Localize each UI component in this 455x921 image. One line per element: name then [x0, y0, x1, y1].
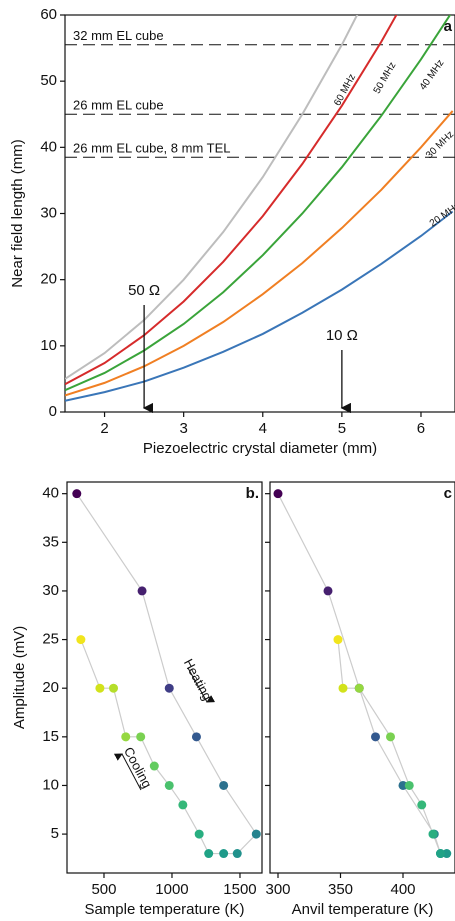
- connector: [277, 493, 447, 855]
- curve-label: 20 MHz: [428, 201, 455, 230]
- point: [72, 489, 82, 499]
- point: [338, 683, 348, 693]
- y-tick-label: 20: [42, 679, 59, 696]
- point: [76, 635, 86, 645]
- curve: [65, 15, 452, 392]
- curve-label: 40 MHz: [418, 58, 447, 93]
- point: [191, 732, 201, 742]
- point: [354, 683, 364, 693]
- point: [436, 849, 445, 859]
- curve: [65, 15, 398, 386]
- arrow-label: 10 Ω: [326, 327, 358, 344]
- panel-label: a: [444, 18, 453, 35]
- panel-label: b.: [246, 485, 259, 502]
- reference-label: 26 mm EL cube: [73, 98, 164, 113]
- curve-label: 60 MHz: [332, 72, 358, 108]
- point: [194, 829, 204, 839]
- x-tick-label: 4: [259, 420, 267, 437]
- point: [371, 732, 380, 742]
- annotation: Heating: [181, 656, 215, 703]
- point: [164, 780, 174, 790]
- point: [323, 586, 333, 596]
- point: [273, 489, 283, 499]
- annotation-arrow: [113, 753, 142, 791]
- arrow-label: 50 Ω: [128, 282, 160, 299]
- y-tick-label: 25: [42, 631, 59, 648]
- x-tick-label: 5: [338, 420, 346, 437]
- plot-frame: [66, 481, 263, 874]
- connector: [76, 493, 258, 855]
- point: [95, 683, 105, 693]
- point: [219, 849, 229, 859]
- y-tick-label: 5: [51, 825, 59, 842]
- x-tick-label: 300: [265, 881, 290, 898]
- curve: [65, 210, 454, 402]
- plot-frame: [64, 14, 455, 413]
- x-axis-label: Sample temperature (K): [84, 901, 244, 918]
- y-tick-label: 10: [42, 776, 59, 793]
- x-axis-label: Piezoelectric crystal diameter (mm): [143, 440, 377, 457]
- panel-label: c: [444, 485, 452, 502]
- point: [109, 683, 119, 693]
- y-tick-label: 40: [42, 485, 59, 502]
- curve: [65, 110, 454, 397]
- plot-frame: [269, 481, 455, 874]
- y-tick-label: 10: [40, 337, 57, 354]
- x-tick-label: 400: [390, 881, 415, 898]
- y-tick-label: 30: [40, 204, 57, 221]
- points: [72, 489, 261, 859]
- y-tick-label: 50: [40, 72, 57, 89]
- y-tick-label: 35: [42, 533, 59, 550]
- point: [333, 635, 343, 645]
- annotation-arrow: [187, 667, 216, 703]
- reference-label: 26 mm EL cube, 8 mm TEL: [73, 141, 231, 156]
- point: [251, 829, 261, 839]
- x-tick-label: 1500: [223, 881, 256, 898]
- x-tick-label: 2: [100, 420, 108, 437]
- y-tick-label: 20: [40, 271, 57, 288]
- y-axis-label: Amplitude (mV): [11, 626, 28, 729]
- x-tick-label: 500: [91, 881, 116, 898]
- y-tick-label: 60: [40, 6, 57, 23]
- x-tick-label: 6: [417, 420, 425, 437]
- point: [121, 732, 131, 742]
- points: [273, 489, 452, 859]
- point: [386, 732, 395, 742]
- point: [149, 761, 159, 771]
- point: [417, 800, 427, 810]
- curves: [65, 15, 455, 402]
- point: [404, 780, 414, 790]
- point: [442, 849, 452, 859]
- y-axis-label: Near field length (mm): [9, 139, 26, 287]
- curve: [65, 15, 359, 380]
- point: [204, 849, 214, 859]
- point: [232, 849, 242, 859]
- x-tick-label: 3: [179, 420, 187, 437]
- y-tick-label: 15: [42, 728, 59, 745]
- x-tick-label: 350: [328, 881, 353, 898]
- y-tick-label: 40: [40, 138, 57, 155]
- point: [398, 780, 408, 790]
- point: [219, 780, 229, 790]
- point: [428, 829, 438, 839]
- point: [136, 732, 146, 742]
- x-tick-label: 1000: [155, 881, 188, 898]
- curve-label: 30 MHz: [424, 129, 455, 161]
- point: [164, 683, 174, 693]
- reference-label: 32 mm EL cube: [73, 28, 164, 43]
- x-axis-label: Anvil temperature (K): [292, 901, 434, 918]
- point: [137, 586, 147, 596]
- curve-label: 50 MHz: [372, 60, 399, 95]
- y-tick-label: 0: [49, 403, 57, 420]
- y-tick-label: 30: [42, 582, 59, 599]
- point: [178, 800, 188, 810]
